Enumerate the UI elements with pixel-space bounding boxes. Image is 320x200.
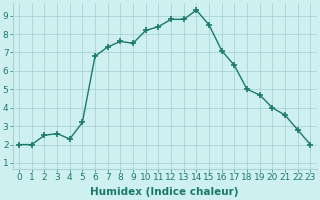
X-axis label: Humidex (Indice chaleur): Humidex (Indice chaleur) (91, 187, 239, 197)
